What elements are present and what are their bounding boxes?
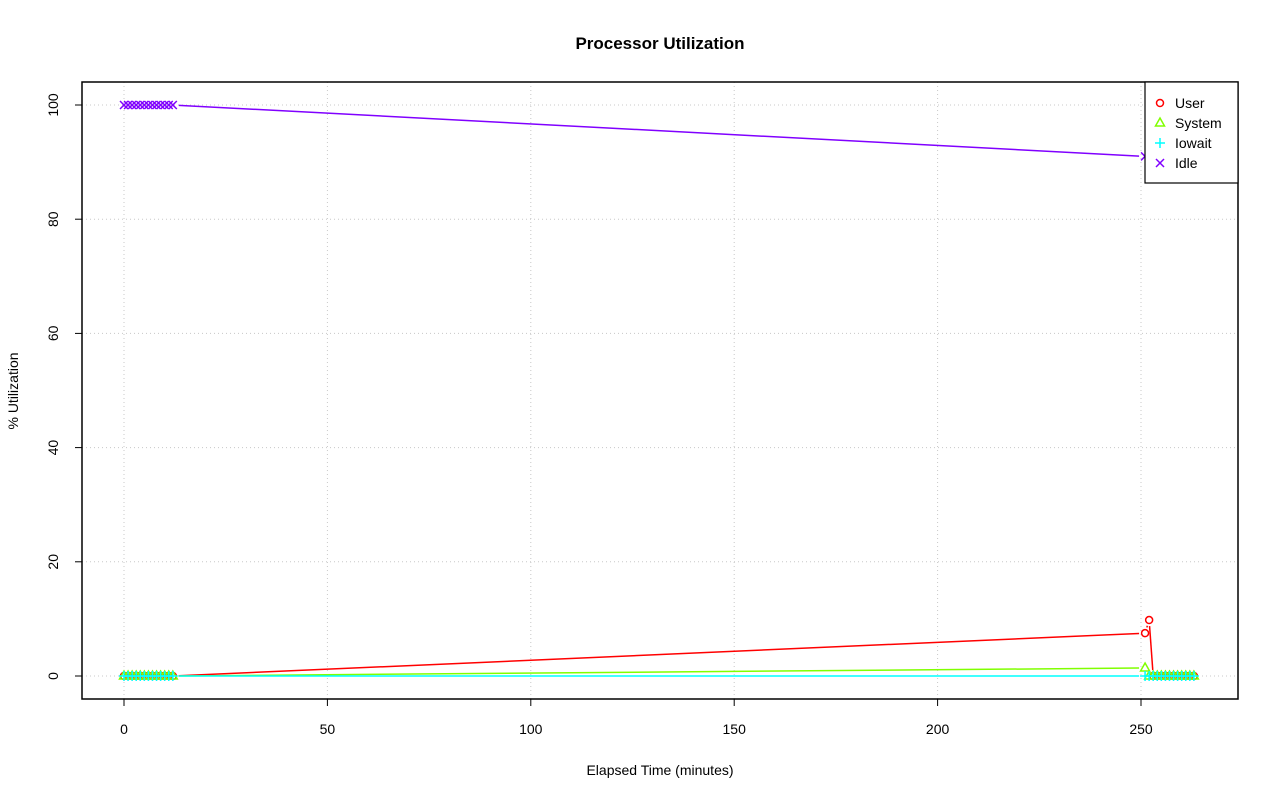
grid bbox=[82, 82, 1238, 699]
series-segment bbox=[1146, 625, 1149, 628]
legend: User System Iowait Idle bbox=[1144, 81, 1239, 184]
data-point bbox=[152, 100, 162, 110]
x-tick-label: 250 bbox=[1129, 721, 1153, 737]
y-tick-label: 20 bbox=[45, 554, 61, 570]
data-point bbox=[1188, 671, 1199, 681]
legend-marker-system bbox=[1154, 116, 1166, 127]
cross-b bbox=[156, 100, 166, 110]
series-idle bbox=[119, 100, 1199, 167]
legend-marker-idle bbox=[1155, 158, 1165, 168]
cross-b bbox=[131, 100, 141, 110]
series-segment bbox=[178, 667, 1140, 677]
data-point bbox=[131, 100, 141, 110]
data-point bbox=[127, 100, 137, 110]
cross-b bbox=[123, 100, 133, 110]
cross-b bbox=[1155, 158, 1165, 168]
y-tick-label: 80 bbox=[45, 211, 61, 227]
cross-b bbox=[119, 100, 129, 110]
legend-label: User bbox=[1175, 95, 1205, 111]
y-tick-label: 0 bbox=[45, 672, 61, 680]
cross-b bbox=[135, 100, 145, 110]
data-point bbox=[167, 671, 178, 681]
circle-marker bbox=[1155, 98, 1165, 108]
x-tick-label: 50 bbox=[320, 721, 336, 737]
series-segment bbox=[178, 104, 1140, 157]
circle-marker bbox=[1144, 615, 1154, 625]
legend-marker-iowait bbox=[1155, 138, 1165, 148]
series-iowait bbox=[119, 671, 1199, 681]
triangle-marker bbox=[1139, 661, 1151, 672]
legend-label: Iowait bbox=[1175, 135, 1212, 151]
data-point bbox=[160, 100, 170, 110]
cross-b bbox=[164, 100, 174, 110]
cross-b bbox=[147, 100, 158, 110]
cross-b bbox=[143, 100, 153, 110]
x-tick-label: 200 bbox=[926, 721, 950, 737]
data-point bbox=[168, 100, 178, 110]
data-point bbox=[1140, 628, 1150, 638]
x-tick-label: 100 bbox=[519, 721, 543, 737]
triangle-marker bbox=[1154, 116, 1166, 127]
x-tick-label: 150 bbox=[723, 721, 747, 737]
series-segment bbox=[178, 632, 1140, 677]
plot-frame bbox=[81, 81, 1239, 700]
data-point bbox=[135, 100, 145, 110]
cross-b bbox=[168, 100, 178, 110]
data-point bbox=[147, 100, 158, 110]
cross-b bbox=[152, 100, 162, 110]
x-axis-label: Elapsed Time (minutes) bbox=[586, 762, 733, 778]
data-point bbox=[164, 100, 174, 110]
series-layer bbox=[118, 100, 1200, 681]
legend-label: Idle bbox=[1175, 155, 1198, 171]
data-point bbox=[143, 100, 153, 110]
chart-title: Processor Utilization bbox=[575, 34, 744, 53]
legend-label: System bbox=[1175, 115, 1222, 131]
data-point bbox=[123, 100, 133, 110]
cross-b bbox=[127, 100, 137, 110]
data-point bbox=[119, 100, 129, 110]
y-tick-label: 60 bbox=[45, 325, 61, 341]
data-point bbox=[156, 100, 166, 110]
series-segment bbox=[1148, 625, 1154, 671]
y-tick-label: 40 bbox=[45, 440, 61, 456]
y-axis-label: % Utilization bbox=[5, 352, 21, 429]
series-user bbox=[119, 615, 1199, 681]
data-point bbox=[139, 100, 149, 110]
axes: 0 50 100 150 200 250 0 20 40 60 80 100 bbox=[45, 93, 1153, 737]
cross-b bbox=[139, 100, 149, 110]
circle-marker bbox=[1140, 628, 1150, 638]
legend-marker-user bbox=[1155, 98, 1165, 108]
y-tick-label: 100 bbox=[45, 93, 61, 117]
cross-b bbox=[160, 100, 170, 110]
x-tick-label: 0 bbox=[120, 721, 128, 737]
data-point bbox=[1139, 661, 1151, 672]
data-point bbox=[1144, 615, 1154, 625]
